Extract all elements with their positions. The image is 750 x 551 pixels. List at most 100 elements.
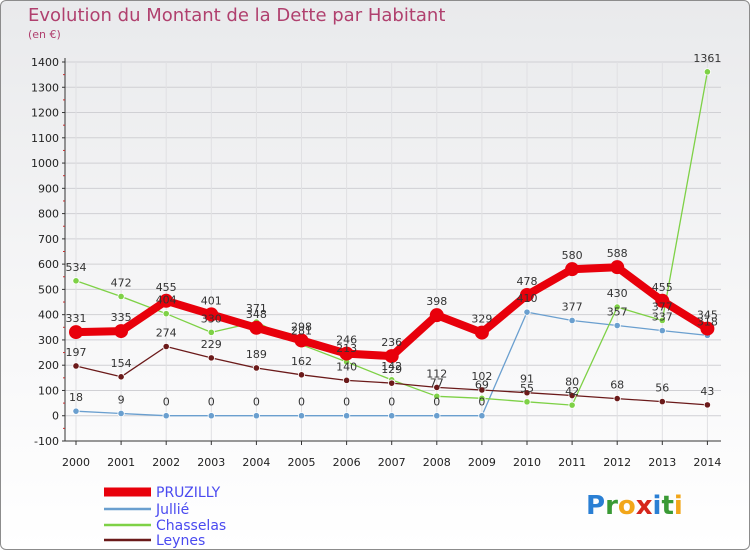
data-label-chasselas: 377: [652, 300, 673, 313]
legend-label-jullié: Jullié: [155, 502, 189, 518]
series-point-leynes: [207, 354, 215, 362]
series-point-leynes: [658, 397, 666, 406]
x-tick-label: 2000: [62, 456, 90, 469]
series-point-pruzilly: [520, 287, 534, 302]
x-tick-label: 2011: [558, 456, 586, 469]
series-point-chasselas: [207, 328, 215, 336]
data-label-chasselas: 430: [607, 287, 628, 300]
chart-title: Evolution du Montant de la Dette par Hab…: [28, 5, 446, 26]
y-tick-label: 800: [38, 208, 59, 221]
data-label-leynes: 102: [471, 370, 492, 383]
series-point-jullié: [72, 407, 80, 415]
data-label-chasselas: 1361: [693, 52, 721, 65]
data-label-pruzilly: 478: [517, 275, 538, 288]
data-label-pruzilly: 348: [246, 308, 267, 321]
data-label-chasselas: 42: [565, 385, 579, 398]
x-tick-label: 2006: [333, 456, 361, 469]
series-point-chasselas: [433, 392, 441, 400]
data-label-jullié: 0: [163, 396, 170, 409]
data-label-jullié: 18: [69, 391, 83, 404]
series-point-leynes: [162, 342, 170, 351]
series-line-chasselas: [75, 280, 573, 406]
data-label-leynes: 129: [381, 363, 402, 376]
proxiti-logo: Proxiti: [586, 491, 683, 521]
legend-label-chasselas: Chasselas: [156, 518, 226, 534]
series-point-pruzilly: [655, 293, 670, 308]
data-label-pruzilly: 335: [111, 311, 132, 324]
legend-label-pruzilly: PRUZILLY: [156, 485, 221, 501]
y-tick-label: 700: [38, 233, 59, 246]
series-point-leynes: [342, 376, 351, 384]
series-point-leynes: [613, 394, 621, 403]
y-tick-label: 100: [38, 384, 59, 397]
series-point-leynes: [568, 391, 576, 400]
data-label-leynes: 189: [246, 348, 267, 361]
series-line-chasselas: [571, 71, 709, 406]
series-point-chasselas: [478, 394, 486, 402]
series-point-pruzilly: [294, 333, 309, 348]
data-label-jullié: 318: [697, 315, 718, 328]
data-label-leynes: 91: [520, 373, 534, 386]
series-point-leynes: [117, 373, 125, 381]
series-point-chasselas: [162, 310, 170, 318]
y-tick-label: 200: [38, 359, 59, 372]
series-point-chasselas: [703, 68, 712, 76]
series-point-chasselas: [117, 292, 125, 301]
data-label-chasselas: 69: [475, 378, 489, 391]
data-label-jullié: 0: [253, 396, 260, 409]
data-label-jullié: 9: [118, 393, 125, 406]
data-label-chasselas: 281: [291, 325, 312, 338]
data-label-leynes: 197: [66, 346, 87, 359]
series-point-jullié: [523, 308, 531, 316]
data-label-jullié: 410: [517, 292, 538, 305]
series-point-leynes: [433, 383, 441, 392]
data-label-pruzilly: 455: [652, 281, 673, 294]
data-label-leynes: 154: [111, 357, 132, 370]
data-label-pruzilly: 401: [201, 294, 222, 307]
data-label-chasselas: 371: [246, 302, 267, 315]
data-label-jullié: 0: [208, 396, 215, 409]
data-label-chasselas: 142: [381, 360, 402, 373]
series-point-pruzilly: [429, 308, 444, 323]
data-label-chasselas: 55: [520, 382, 534, 395]
series-point-pruzilly: [565, 262, 580, 277]
x-tick-label: 2004: [242, 456, 270, 469]
y-tick-label: 1300: [31, 81, 59, 94]
x-tick-label: 2001: [107, 456, 135, 469]
data-label-pruzilly: 329: [471, 313, 492, 326]
data-label-leynes: 140: [336, 360, 357, 373]
y-tick-label: -100: [34, 435, 59, 448]
legend-label-leynes: Leynes: [156, 533, 205, 549]
data-label-leynes: 80: [565, 376, 579, 389]
series-point-jullié: [478, 412, 486, 420]
data-label-jullié: 0: [388, 396, 395, 409]
series-point-pruzilly: [69, 325, 83, 340]
series-point-jullié: [613, 321, 621, 330]
data-label-pruzilly: 345: [697, 309, 718, 322]
series-point-jullié: [388, 412, 396, 420]
series-point-pruzilly: [249, 320, 264, 335]
data-label-leynes: 68: [610, 379, 624, 392]
series-point-leynes: [252, 364, 260, 372]
x-tick-label: 2002: [152, 456, 180, 469]
y-tick-label: 500: [38, 283, 59, 296]
y-axis-unit-label: (en €): [28, 28, 61, 41]
data-label-jullié: 337: [652, 311, 673, 324]
x-tick-label: 2007: [378, 456, 406, 469]
series-point-jullié: [162, 412, 170, 420]
data-label-jullié: 377: [562, 300, 583, 313]
data-label-pruzilly: 298: [291, 320, 312, 333]
series-point-leynes: [523, 389, 531, 397]
data-label-leynes: 229: [201, 338, 222, 351]
series-point-leynes: [297, 371, 306, 379]
series-point-jullié: [658, 326, 666, 335]
series-point-leynes: [72, 362, 80, 370]
series-point-jullié: [207, 412, 215, 420]
x-tick-label: 2003: [197, 456, 225, 469]
data-label-pruzilly: 580: [562, 249, 583, 262]
x-tick-label: 2014: [693, 456, 721, 469]
series-point-jullié: [342, 412, 351, 420]
series-point-jullié: [252, 412, 260, 420]
